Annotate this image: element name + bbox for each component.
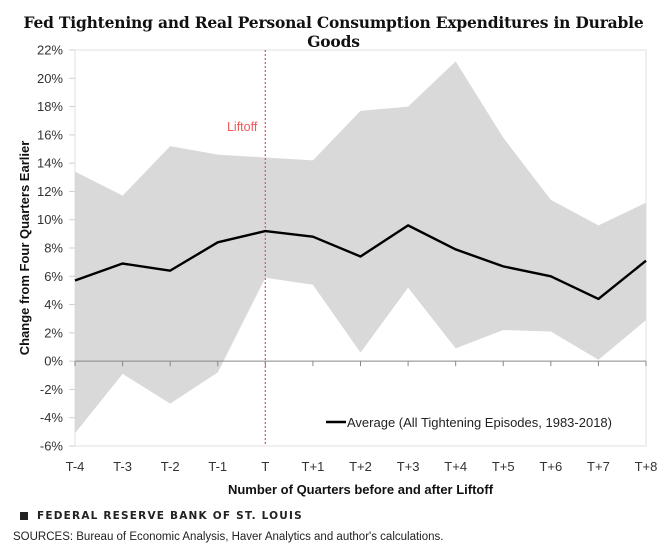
x-tick-label: T <box>261 459 269 474</box>
y-tick-label: -6% <box>40 439 64 454</box>
footer-sources: SOURCES: Bureau of Economic Analysis, Ha… <box>13 531 444 543</box>
average-points <box>74 225 647 299</box>
y-tick-label: 12% <box>37 184 63 199</box>
x-tick-label: T+2 <box>349 459 372 474</box>
y-tick-label: 8% <box>44 241 63 256</box>
x-tick-label: T+1 <box>302 459 325 474</box>
brand-square-icon <box>20 512 28 520</box>
y-tick-label: 4% <box>44 297 63 312</box>
y-axis-labels: 22% 20% 18% 16% 14% 12% 10% 8% 6% 4% 2% 0% -2% -4% -6% <box>37 43 63 454</box>
y-tick-label: 14% <box>37 156 63 171</box>
x-tick-label: T+8 <box>635 459 658 474</box>
x-tick-label: T-4 <box>66 459 85 474</box>
range-band-area <box>75 61 646 434</box>
x-tick-label: T+5 <box>492 459 515 474</box>
x-tick-label: T-2 <box>161 459 180 474</box>
y-tick-label: 6% <box>44 269 63 284</box>
x-tick-label: T+7 <box>587 459 610 474</box>
y-tick-label: 20% <box>37 71 63 86</box>
y-tick-label: 2% <box>44 325 63 340</box>
y-axis-ticks <box>69 49 75 447</box>
brand-text: FEDERAL RESERVE BANK OF ST. LOUIS <box>37 510 303 522</box>
y-tick-label: 22% <box>37 43 63 58</box>
x-tick-label: T+4 <box>444 459 467 474</box>
y-tick-label: 0% <box>44 354 63 369</box>
chart-title: Fed Tightening and Real Personal Consump… <box>23 13 644 51</box>
x-tick-label: T+6 <box>539 459 562 474</box>
y-tick-label: 16% <box>37 127 63 142</box>
legend: Average (All Tightening Episodes, 1983-2… <box>326 415 612 430</box>
footer-brand: FEDERAL RESERVE BANK OF ST. LOUIS <box>20 510 303 522</box>
y-tick-label: 10% <box>37 212 63 227</box>
x-axis-labels: T-4 T-3 T-2 T-1 T T+1 T+2 T+3 T+4 T+5 T+6 T+7 T+8 <box>66 459 658 474</box>
x-axis-title: Number of Quarters before and after Lift… <box>228 482 494 497</box>
y-tick-label: -4% <box>40 410 64 425</box>
x-tick-label: T-1 <box>208 459 227 474</box>
x-tick-label: T-3 <box>113 459 132 474</box>
y-axis-title: Change from Four Quarters Earlier <box>17 141 32 356</box>
liftoff-annotation: Liftoff <box>227 120 258 134</box>
legend-label-average: Average (All Tightening Episodes, 1983-2… <box>347 415 612 430</box>
x-tick-label: T+3 <box>397 459 420 474</box>
y-tick-label: -2% <box>40 382 64 397</box>
y-tick-label: 18% <box>37 99 63 114</box>
